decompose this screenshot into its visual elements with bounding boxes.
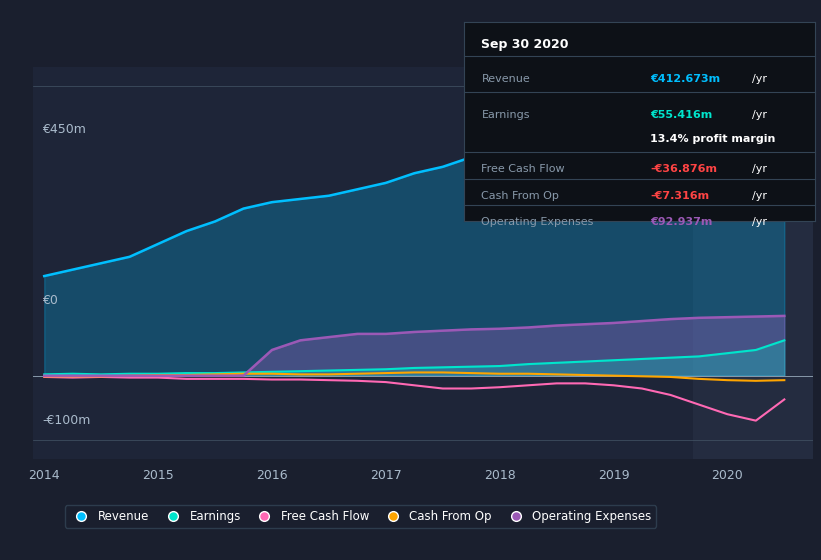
Text: €55.416m: €55.416m <box>650 110 713 120</box>
Text: /yr: /yr <box>752 217 767 227</box>
Text: Revenue: Revenue <box>481 74 530 84</box>
Bar <box>693 67 813 459</box>
Text: -€36.876m: -€36.876m <box>650 164 717 174</box>
Text: €450m: €450m <box>42 123 86 137</box>
Text: €412.673m: €412.673m <box>650 74 720 84</box>
Text: /yr: /yr <box>752 74 767 84</box>
Text: Cash From Op: Cash From Op <box>481 192 559 202</box>
Text: Earnings: Earnings <box>481 110 530 120</box>
Text: /yr: /yr <box>752 164 767 174</box>
Text: €92.937m: €92.937m <box>650 217 713 227</box>
Legend: Revenue, Earnings, Free Cash Flow, Cash From Op, Operating Expenses: Revenue, Earnings, Free Cash Flow, Cash … <box>65 505 656 528</box>
Text: €0: €0 <box>42 294 58 307</box>
Text: /yr: /yr <box>752 110 767 120</box>
Text: /yr: /yr <box>752 192 767 202</box>
Text: Operating Expenses: Operating Expenses <box>481 217 594 227</box>
Text: -€7.316m: -€7.316m <box>650 192 709 202</box>
Text: -€100m: -€100m <box>42 413 90 427</box>
Text: 13.4% profit margin: 13.4% profit margin <box>650 134 776 144</box>
Text: Free Cash Flow: Free Cash Flow <box>481 164 565 174</box>
Text: Sep 30 2020: Sep 30 2020 <box>481 38 569 52</box>
